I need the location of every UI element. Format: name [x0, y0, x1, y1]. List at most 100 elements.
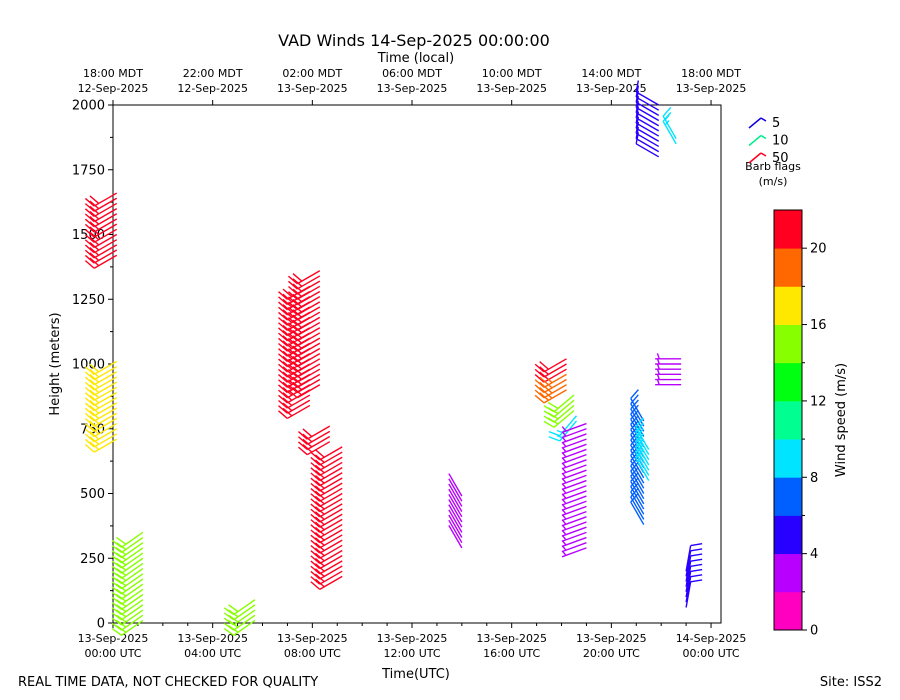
barb-staff: [93, 412, 118, 427]
wind-barb: [84, 360, 118, 376]
barb-staff: [319, 513, 343, 528]
barb-staff: [635, 112, 660, 127]
barb-feather: [292, 376, 303, 386]
barb-staff: [543, 384, 567, 399]
barb-feather: [111, 622, 123, 631]
barb-feather: [288, 389, 298, 399]
barb-feather: [278, 342, 288, 352]
wind-barb: [278, 394, 311, 409]
barb-legend-swatch: [748, 134, 762, 147]
top-tick-label-time: 10:00 MDT: [482, 67, 542, 80]
barb-staff: [233, 619, 256, 636]
y-tick-label: 0: [97, 617, 105, 632]
barb-staff: [319, 575, 343, 590]
barb-staff: [561, 438, 587, 449]
barb-feather: [115, 619, 127, 628]
barb-staff: [93, 407, 118, 422]
barb-legend-swatch-feather: [760, 117, 767, 122]
barb-staff: [93, 254, 118, 269]
barb-feather: [548, 436, 561, 442]
wind-barb: [111, 588, 144, 605]
barb-staff: [93, 228, 118, 243]
y-tick-label: 500: [80, 487, 105, 502]
wind-barb: [534, 373, 567, 388]
barb-staff: [319, 498, 343, 513]
wind-barb: [288, 363, 321, 378]
barb-staff: [93, 197, 118, 212]
barb-feather: [282, 298, 293, 308]
wind-barb: [310, 492, 343, 508]
barb-feather: [310, 503, 321, 513]
barb-staff: [306, 430, 331, 445]
barb-feather: [314, 537, 325, 546]
wind-barb: [448, 478, 463, 502]
barb-feather: [111, 539, 123, 548]
barb-feather: [543, 420, 555, 428]
wind-barb: [685, 558, 703, 587]
barb-feather: [89, 247, 100, 256]
x-tick-label-date: 13-Sep-2025: [377, 632, 448, 645]
barb-staff: [635, 96, 660, 111]
x-tick-label-date: 13-Sep-2025: [476, 632, 547, 645]
barb-feather: [89, 195, 100, 204]
wind-barb: [111, 619, 144, 636]
barb-legend-title-1: Barb flags: [745, 160, 801, 173]
barb-staff: [319, 529, 343, 544]
barb-feather: [314, 526, 325, 536]
wind-barb: [84, 254, 118, 269]
barb-staff: [635, 132, 660, 148]
barb-staff: [448, 493, 463, 518]
barb-staff: [121, 542, 144, 559]
barb-legend: Barb flags (m/s) 5 10 50: [745, 116, 801, 188]
barb-feather: [310, 451, 321, 461]
top-tick-label-time: 14:00 MDT: [581, 67, 641, 80]
barb-feather: [539, 386, 549, 396]
barb-staff: [319, 477, 343, 492]
barb-feather: [282, 288, 293, 298]
barb-staff: [319, 570, 343, 585]
barb-staff: [685, 566, 692, 593]
barb-feather: [89, 405, 100, 414]
barb-feather: [111, 581, 123, 590]
barb-feather: [89, 257, 100, 267]
barb-feather: [292, 366, 303, 375]
barb-feather: [288, 363, 298, 373]
wind-barb: [448, 493, 463, 518]
barb-staff: [121, 619, 144, 636]
barb-legend-swatch: [748, 117, 762, 129]
wind-barb: [310, 461, 343, 477]
y-tick-label: 1750: [72, 163, 105, 178]
barb-staff: [93, 438, 118, 453]
barb-feather: [314, 495, 325, 505]
barb-staff: [553, 410, 575, 428]
wind-barb: [111, 583, 144, 600]
barb-feather: [282, 407, 293, 417]
barb-staff: [121, 531, 144, 548]
barb-feather: [314, 464, 325, 474]
wind-barb: [297, 425, 331, 440]
barb-staff: [630, 491, 645, 515]
barb-feather: [292, 371, 303, 381]
wind-barb: [84, 422, 118, 438]
barb-staff: [121, 604, 144, 621]
barb-feather: [278, 384, 288, 394]
barb-staff: [630, 486, 645, 510]
barb-staff: [296, 285, 321, 300]
barb-feather: [278, 306, 288, 316]
wind-barb: [662, 106, 677, 140]
barb-feather: [115, 552, 127, 561]
wind-barb: [223, 604, 256, 621]
barb-feather: [89, 420, 100, 430]
barb-staff: [93, 365, 118, 381]
barb-staff: [635, 431, 650, 455]
barb-feather: [111, 607, 123, 616]
barb-feather: [297, 431, 308, 440]
wind-barb: [84, 402, 118, 417]
barb-feather: [314, 480, 325, 489]
x-tick-label-date: 13-Sep-2025: [78, 632, 149, 645]
barb-feather: [89, 368, 100, 378]
barb-feather: [690, 579, 703, 583]
barb-staff: [448, 525, 463, 549]
barb-feather: [534, 368, 545, 378]
barb-feather: [84, 239, 95, 249]
